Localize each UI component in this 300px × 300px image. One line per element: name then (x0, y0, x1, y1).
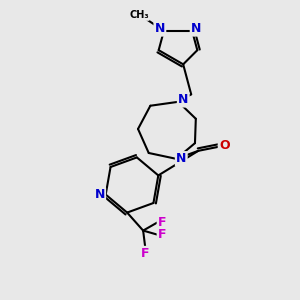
Text: F: F (158, 216, 167, 229)
Text: N: N (178, 93, 188, 106)
Text: F: F (141, 247, 149, 260)
Text: N: N (191, 22, 201, 35)
Text: N: N (176, 152, 187, 165)
Text: CH₃: CH₃ (129, 10, 149, 20)
Text: N: N (94, 188, 105, 201)
Text: F: F (158, 228, 167, 241)
Text: N: N (155, 22, 165, 35)
Text: O: O (219, 139, 230, 152)
